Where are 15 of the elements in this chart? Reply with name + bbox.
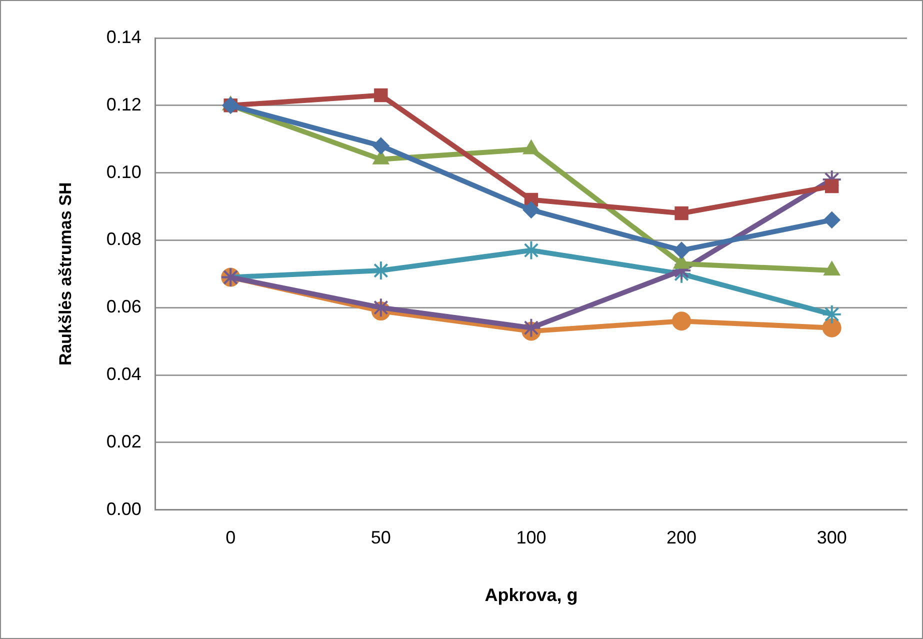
x-tick-label: 200 — [666, 528, 697, 548]
y-tick-label: 0.12 — [106, 94, 142, 114]
y-tick-label: 0.08 — [106, 229, 142, 250]
x-axis-title: Apkrova, g — [484, 585, 578, 606]
y-tick-label: 0.02 — [106, 431, 142, 452]
y-tick-label: 0.14 — [106, 26, 142, 47]
x-tick-label: 100 — [516, 528, 546, 548]
y-tick-label: 0.00 — [106, 498, 142, 519]
y-tick-label: 0.06 — [106, 296, 142, 317]
y-tick-label: 0.10 — [106, 162, 142, 182]
x-tick-label: 50 — [370, 528, 391, 548]
y-axis-title: Raukšlės aštrumas SH — [56, 182, 75, 366]
x-tick-label: 0 — [226, 528, 236, 548]
x-tick-label: 300 — [816, 528, 847, 548]
y-tick-label: 0.04 — [106, 364, 142, 384]
